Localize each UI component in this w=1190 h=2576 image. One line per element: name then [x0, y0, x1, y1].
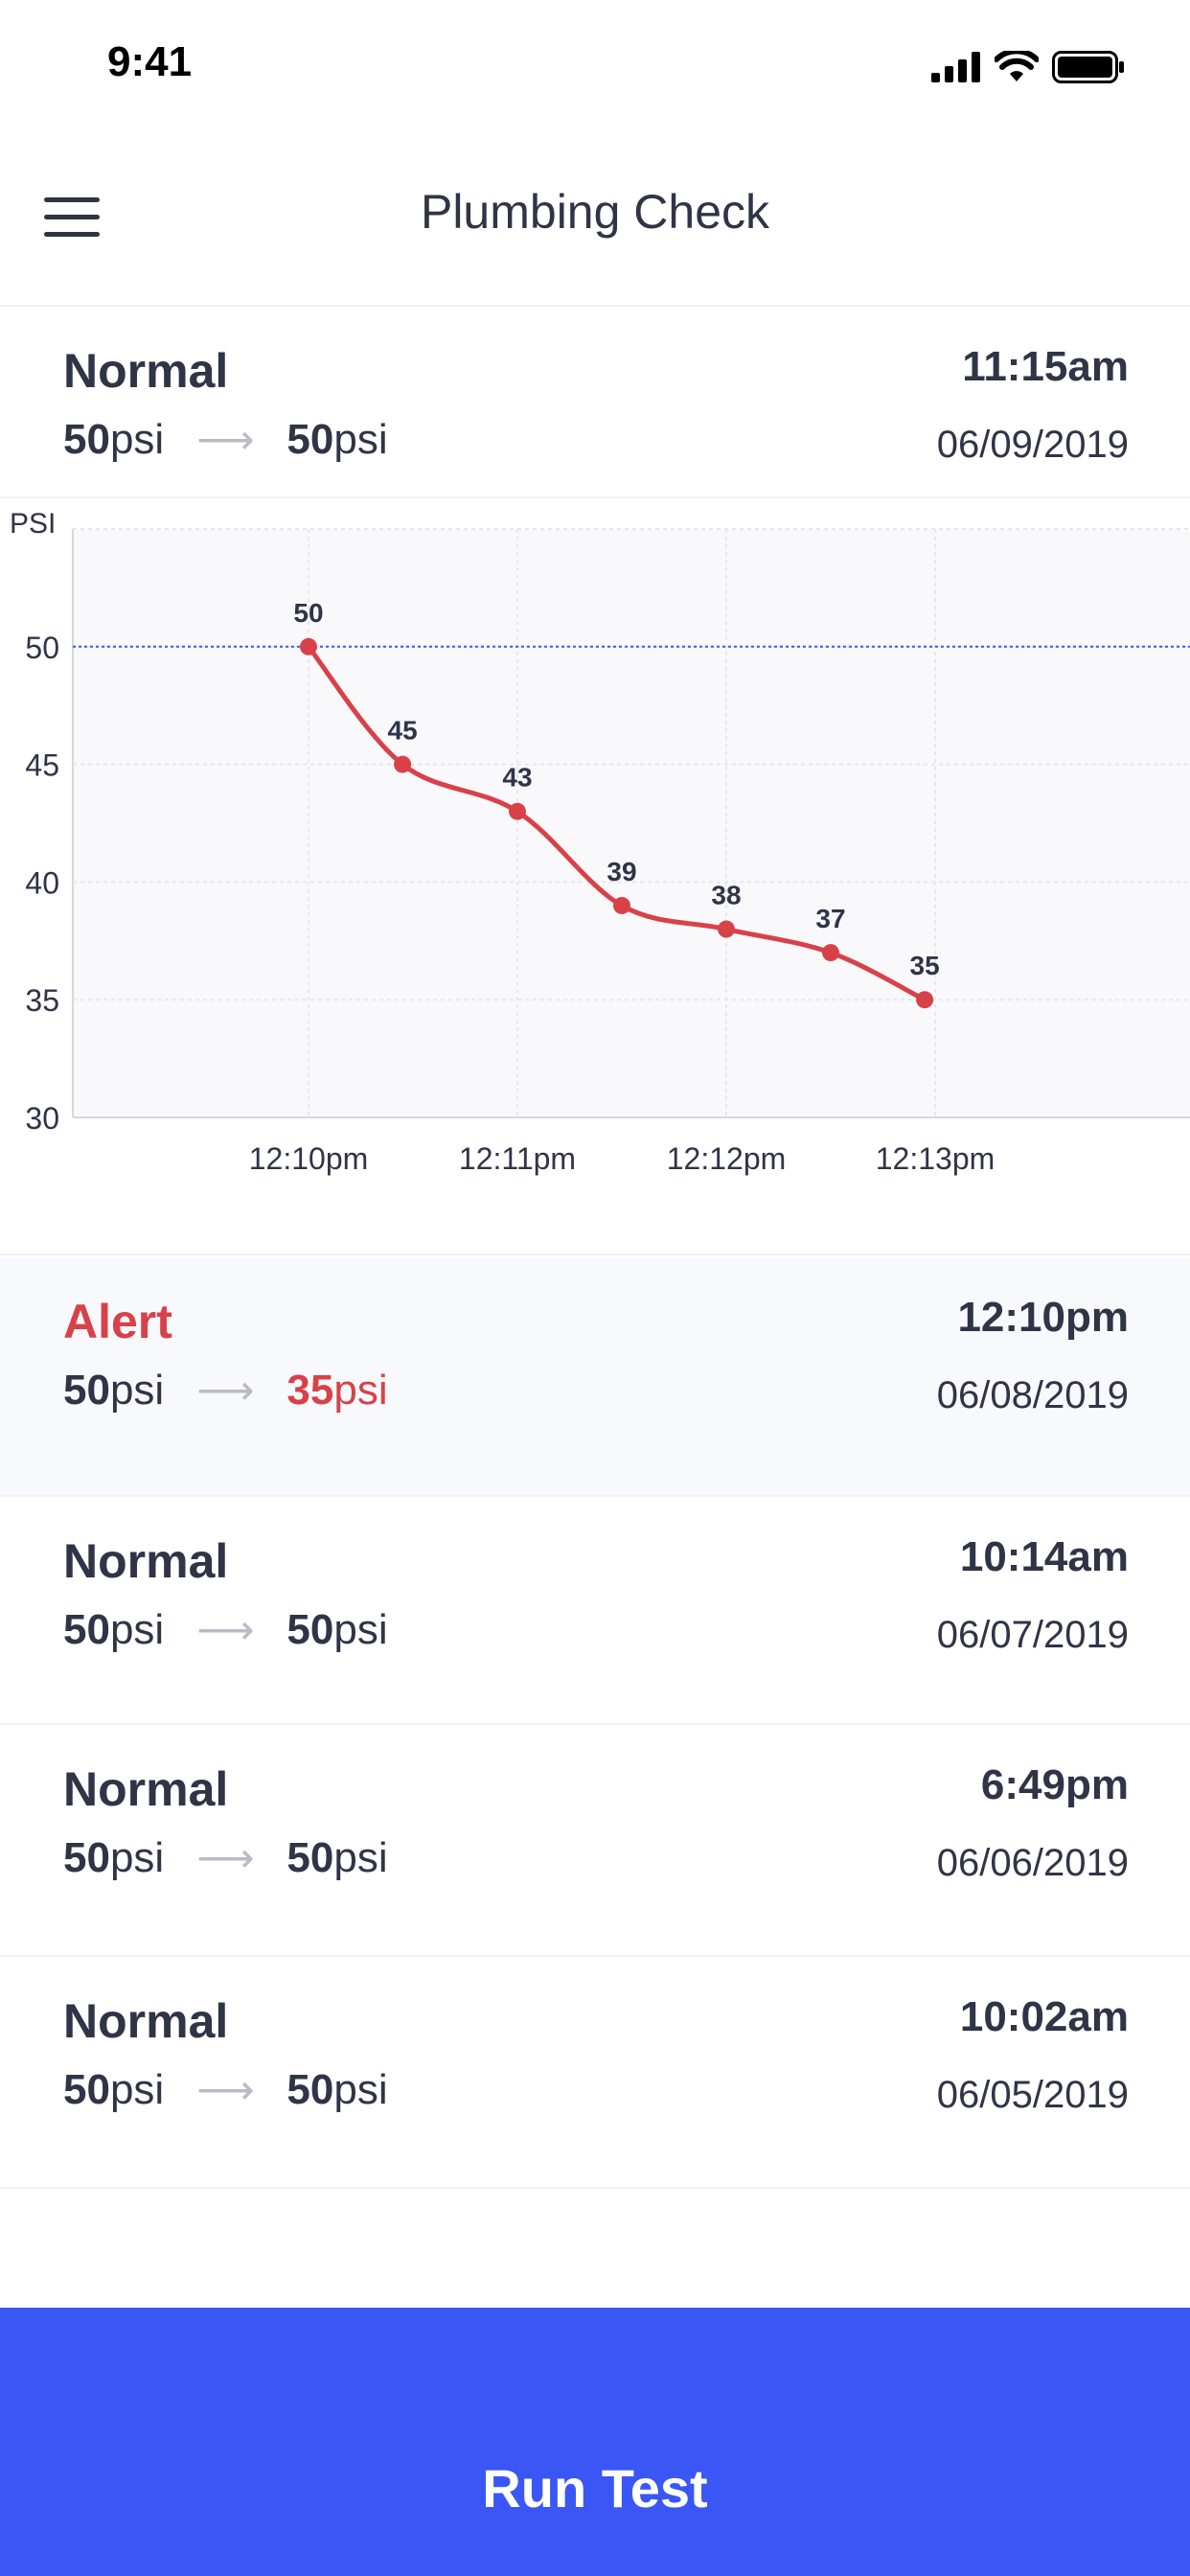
- entry-pressure: 50 psi ⟶ 50 psi: [63, 416, 388, 464]
- entry-pressure: 50 psi ⟶ 50 psi: [63, 2066, 388, 2114]
- data-label: 37: [815, 904, 845, 933]
- entry-pressure: 50 psi ⟶ 50 psi: [63, 1606, 388, 1654]
- app-header: Plumbing Check: [0, 134, 1190, 307]
- arrow-right-icon: ⟶: [196, 1835, 255, 1880]
- end-pressure-value: 35: [286, 1367, 334, 1414]
- start-pressure-value: 50: [63, 1367, 110, 1414]
- status-time: 9:41: [107, 38, 193, 85]
- status-bar: 9:41: [0, 0, 1190, 134]
- entry-status: Alert: [63, 1295, 172, 1348]
- data-label: 45: [388, 716, 418, 746]
- y-axis-label: PSI: [10, 508, 56, 540]
- run-test-button[interactable]: Run Test: [0, 2308, 1190, 2576]
- start-pressure-unit: psi: [109, 1834, 165, 1881]
- x-tick-label: 12:13pm: [876, 1141, 995, 1176]
- x-tick-label: 12:12pm: [667, 1141, 787, 1176]
- end-pressure-unit: psi: [333, 1367, 388, 1414]
- entry-time: 10:14am: [959, 1533, 1129, 1580]
- data-point: [916, 991, 934, 1009]
- end-pressure-value: 50: [286, 1606, 334, 1653]
- data-label: 35: [910, 951, 940, 980]
- test-entry[interactable]: Normal 11:15am 50 psi ⟶ 50 psi 06/09/2019: [0, 307, 1190, 498]
- status-icons: [931, 48, 1125, 86]
- y-tick-label: 30: [25, 1101, 59, 1136]
- test-entry[interactable]: Normal 6:49pm 50 psi ⟶ 50 psi 06/06/2019: [0, 1725, 1190, 1957]
- start-pressure-unit: psi: [109, 2066, 165, 2113]
- arrow-right-icon: ⟶: [196, 1368, 255, 1413]
- entry-pressure: 50 psi ⟶ 35 psi: [63, 1367, 388, 1414]
- battery-icon: [1052, 51, 1124, 83]
- entry-date: 06/07/2019: [936, 1614, 1129, 1656]
- entry-time: 12:10pm: [957, 1294, 1129, 1341]
- end-pressure-unit: psi: [333, 1834, 388, 1881]
- start-pressure-value: 50: [63, 2066, 110, 2113]
- test-entry-alert[interactable]: Alert 12:10pm 50 psi ⟶ 35 psi 06/08/2019: [0, 1257, 1190, 1497]
- y-tick-label: 40: [25, 865, 59, 900]
- data-point: [300, 637, 317, 656]
- test-entry[interactable]: Normal 10:14am 50 psi ⟶ 50 psi 06/07/2019: [0, 1497, 1190, 1725]
- end-pressure-unit: psi: [333, 1606, 388, 1653]
- data-label: 43: [502, 763, 532, 793]
- data-label: 39: [606, 857, 636, 886]
- signal-icon: [931, 52, 980, 82]
- data-point: [394, 755, 412, 773]
- arrow-right-icon: ⟶: [196, 2067, 255, 2112]
- data-point: [509, 802, 526, 820]
- entry-date: 06/08/2019: [936, 1374, 1129, 1416]
- start-pressure-unit: psi: [109, 1367, 165, 1414]
- end-pressure-unit: psi: [333, 2066, 388, 2113]
- wifi-icon: [995, 51, 1039, 81]
- start-pressure-unit: psi: [109, 1606, 165, 1653]
- end-pressure-unit: psi: [333, 416, 388, 463]
- y-tick-label: 45: [25, 748, 59, 783]
- data-point: [822, 944, 839, 962]
- x-tick-label: 12:10pm: [249, 1141, 369, 1176]
- chart-plot-background: [73, 529, 1190, 1117]
- entry-date: 06/09/2019: [936, 424, 1129, 466]
- entry-status: Normal: [63, 1762, 229, 1816]
- test-entry[interactable]: Normal 10:02am 50 psi ⟶ 50 psi 06/05/2019: [0, 1957, 1190, 2189]
- entry-status: Normal: [63, 1534, 229, 1588]
- start-pressure-value: 50: [63, 416, 110, 463]
- entry-date: 06/06/2019: [936, 1842, 1129, 1884]
- start-pressure-value: 50: [63, 1834, 110, 1881]
- pressure-chart-panel: 30 35 40 45 50 12:10pm 12:11pm 12:12pm 12:13pm PS…: [0, 498, 1190, 1255]
- entry-time: 11:15am: [962, 343, 1129, 390]
- start-pressure-unit: psi: [109, 416, 165, 463]
- data-point: [718, 920, 735, 938]
- start-pressure-value: 50: [63, 1606, 110, 1653]
- y-tick-label: 35: [25, 983, 59, 1018]
- x-tick-label: 12:11pm: [459, 1141, 576, 1176]
- pressure-chart: 30 35 40 45 50 12:10pm 12:11pm 12:12pm 12:13pm PS…: [10, 508, 1190, 1176]
- data-label: 38: [711, 881, 741, 910]
- data-label: 50: [293, 598, 323, 628]
- end-pressure-value: 50: [286, 2066, 334, 2113]
- entry-status: Normal: [63, 344, 229, 398]
- arrow-right-icon: ⟶: [196, 417, 255, 462]
- y-tick-label: 50: [25, 631, 59, 665]
- entry-date: 06/05/2019: [936, 2074, 1129, 2116]
- page-title: Plumbing Check: [420, 185, 770, 239]
- entry-time: 10:02am: [959, 1993, 1129, 2040]
- entry-pressure: 50 psi ⟶ 50 psi: [63, 1834, 388, 1882]
- entry-time: 6:49pm: [980, 1761, 1129, 1808]
- arrow-right-icon: ⟶: [196, 1607, 255, 1652]
- data-point: [613, 896, 630, 914]
- end-pressure-value: 50: [286, 416, 334, 463]
- end-pressure-value: 50: [286, 1834, 334, 1881]
- hamburger-menu-icon[interactable]: [44, 197, 100, 240]
- entry-status: Normal: [63, 1994, 229, 2048]
